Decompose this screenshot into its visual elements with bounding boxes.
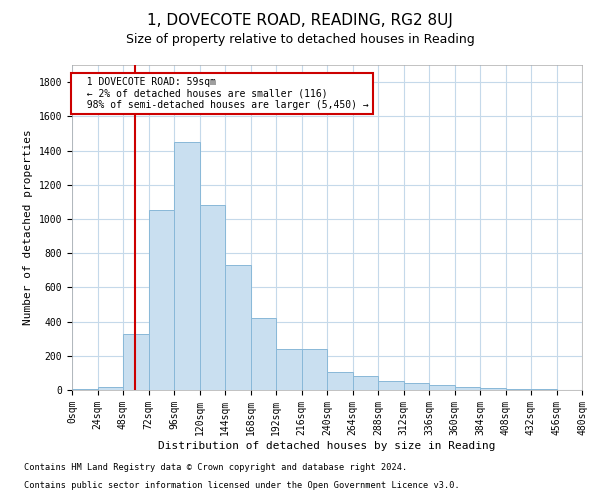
Bar <box>97 386 123 390</box>
Text: Contains public sector information licensed under the Open Government Licence v3: Contains public sector information licen… <box>24 481 460 490</box>
X-axis label: Distribution of detached houses by size in Reading: Distribution of detached houses by size … <box>158 440 496 450</box>
Bar <box>378 382 404 390</box>
Bar <box>327 372 353 390</box>
Bar <box>149 210 174 390</box>
Bar <box>480 388 505 390</box>
Bar <box>531 389 557 390</box>
Text: 1 DOVECOTE ROAD: 59sqm
  ← 2% of detached houses are smaller (116)
  98% of semi: 1 DOVECOTE ROAD: 59sqm ← 2% of detached … <box>75 77 369 110</box>
Bar <box>225 265 251 390</box>
Bar <box>353 376 378 390</box>
Bar <box>123 334 149 390</box>
Bar <box>276 349 302 390</box>
Text: 1, DOVECOTE ROAD, READING, RG2 8UJ: 1, DOVECOTE ROAD, READING, RG2 8UJ <box>147 12 453 28</box>
Bar <box>199 206 225 390</box>
Bar <box>251 318 276 390</box>
Text: Size of property relative to detached houses in Reading: Size of property relative to detached ho… <box>125 32 475 46</box>
Bar <box>455 386 480 390</box>
Bar <box>302 349 327 390</box>
Text: Contains HM Land Registry data © Crown copyright and database right 2024.: Contains HM Land Registry data © Crown c… <box>24 464 407 472</box>
Y-axis label: Number of detached properties: Number of detached properties <box>23 130 33 326</box>
Bar <box>429 385 455 390</box>
Bar <box>72 389 97 390</box>
Bar <box>404 383 429 390</box>
Bar <box>174 142 199 390</box>
Bar <box>505 389 531 390</box>
